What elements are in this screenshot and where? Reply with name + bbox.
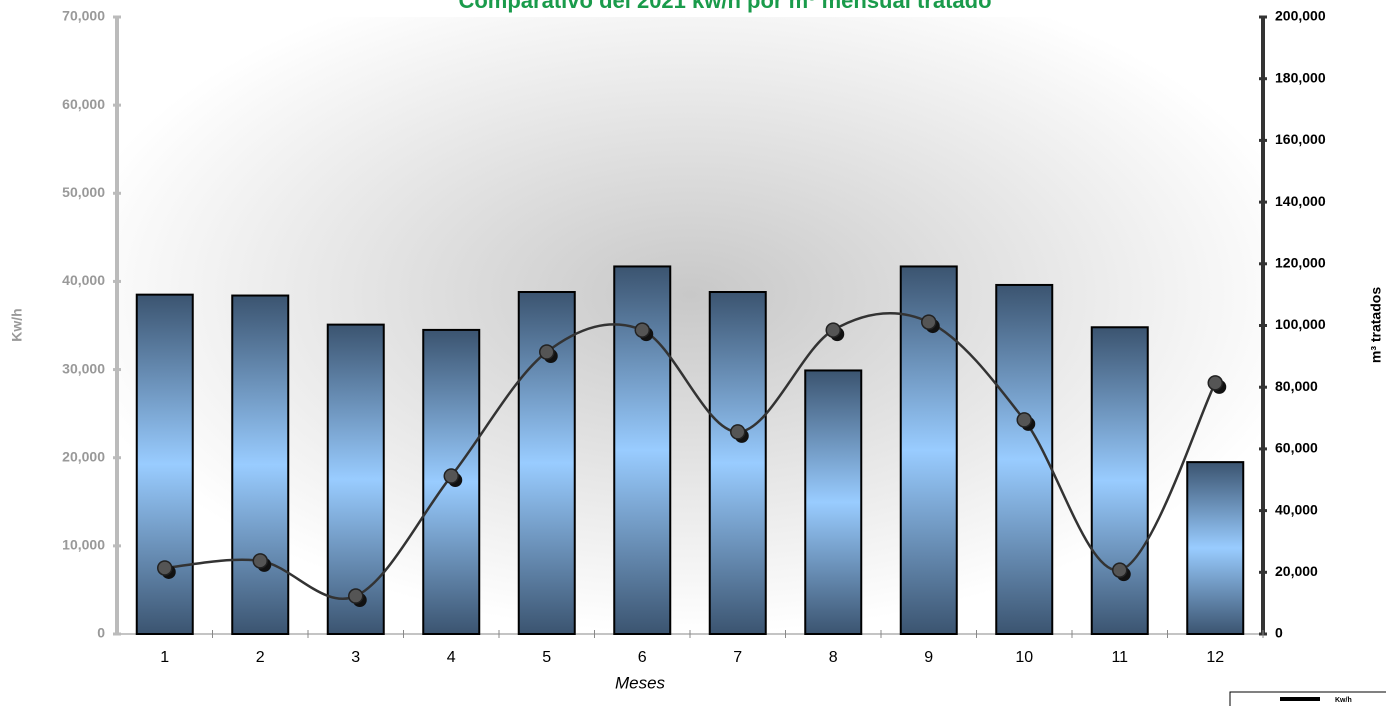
x-tick-label: 12 — [1206, 649, 1224, 666]
marker — [1112, 562, 1128, 578]
marker — [443, 468, 459, 484]
y2-axis-label: m³ tratados — [1368, 287, 1384, 363]
x-tick-label: 4 — [447, 649, 456, 666]
bar — [1090, 326, 1149, 635]
x-axis-label: Meses — [615, 673, 666, 692]
marker — [348, 588, 364, 604]
y2-tick-label: 20,000 — [1275, 563, 1318, 579]
x-tick-label: 10 — [1015, 649, 1033, 666]
y-tick-label: 10,000 — [62, 537, 105, 553]
y2-tick-label: 200,000 — [1275, 8, 1326, 24]
x-tick-label: 5 — [542, 649, 551, 666]
bar — [995, 283, 1054, 635]
bar — [1186, 461, 1245, 635]
y2-tick-label: 160,000 — [1275, 131, 1326, 147]
y2-tick-label: 180,000 — [1275, 69, 1326, 85]
y2-tick-label: 0 — [1275, 625, 1283, 641]
legend-label: Kw/h — [1335, 697, 1352, 704]
marker — [252, 553, 268, 569]
x-tick-label: 6 — [638, 649, 647, 666]
x-tick-label: 11 — [1111, 649, 1128, 666]
y2-tick-label: 120,000 — [1275, 255, 1326, 271]
marker — [634, 322, 650, 338]
y-tick-label: 30,000 — [62, 360, 105, 376]
y-tick-label: 0 — [97, 625, 105, 641]
marker — [1207, 375, 1223, 391]
marker — [921, 314, 937, 330]
y-tick-label: 60,000 — [62, 96, 105, 112]
marker — [825, 322, 841, 338]
y-tick-label: 50,000 — [62, 184, 105, 200]
bar — [804, 369, 863, 635]
bar — [231, 294, 290, 635]
x-tick-label: 2 — [256, 649, 265, 666]
bar — [326, 323, 385, 635]
marker — [157, 560, 173, 576]
marker — [1016, 412, 1032, 428]
y-tick-label: 70,000 — [62, 8, 105, 24]
bar — [135, 293, 194, 635]
y2-tick-label: 40,000 — [1275, 501, 1318, 517]
y2-tick-label: 100,000 — [1275, 316, 1326, 332]
y-tick-label: 20,000 — [62, 448, 105, 464]
x-tick-label: 1 — [160, 649, 169, 666]
y-axis-label: Kw/h — [9, 308, 25, 341]
bar — [517, 291, 576, 635]
marker — [539, 344, 555, 360]
plot-background — [117, 17, 1263, 634]
bar — [613, 265, 672, 635]
y-tick-label: 40,000 — [62, 272, 105, 288]
x-tick-label: 9 — [924, 649, 933, 666]
x-tick-label: 8 — [829, 649, 838, 666]
x-tick-label: 7 — [733, 649, 742, 666]
marker — [730, 424, 746, 440]
bar — [708, 291, 767, 635]
y2-tick-label: 140,000 — [1275, 193, 1326, 209]
y2-tick-label: 60,000 — [1275, 440, 1318, 456]
x-tick-label: 3 — [351, 649, 360, 666]
chart-title: Comparativo del 2021 kw/h por m³ mensual… — [458, 0, 991, 13]
y2-tick-label: 80,000 — [1275, 378, 1318, 394]
